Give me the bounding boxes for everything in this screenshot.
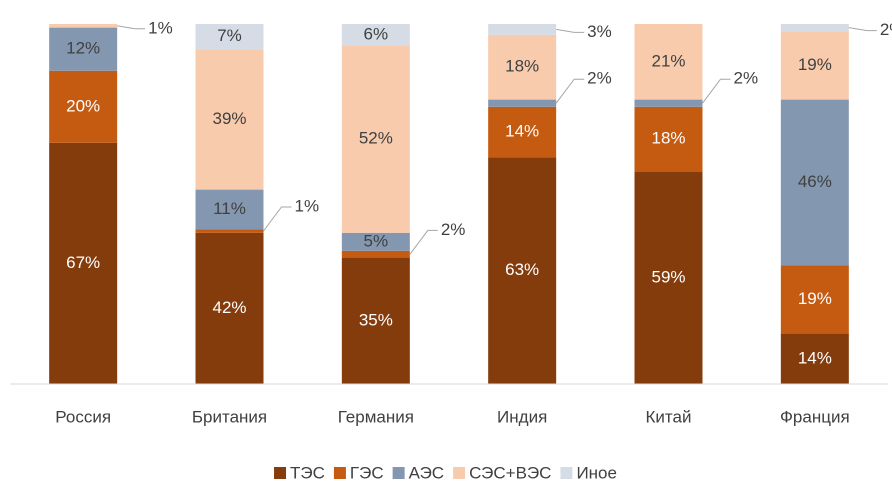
data-label: 21% [651,51,685,70]
legend-label: Иное [576,463,617,482]
bar-segment [341,232,410,251]
bar-segment [488,106,557,158]
bar-segment [49,27,118,71]
leader-line [556,28,585,33]
x-tick-label: Франция [780,407,850,426]
bar-segment [488,34,557,100]
data-label: 39% [212,109,246,128]
x-tick-label: Россия [55,407,111,426]
data-label: 7% [217,26,242,45]
bar-segment [780,24,849,32]
data-label: 42% [212,298,246,317]
data-label: 18% [505,57,539,76]
x-tick-label: Германия [338,407,414,426]
data-label: 14% [798,348,832,367]
data-label: 63% [505,260,539,279]
data-label: 59% [651,267,685,286]
data-label: 1% [295,196,320,215]
legend-swatch [392,467,405,479]
leader-line [702,78,731,104]
data-label: 2% [734,69,759,88]
data-label: 14% [505,121,539,140]
data-label: 46% [798,172,832,191]
data-label: 11% [213,199,246,218]
data-label: 6% [364,24,389,43]
leader-line [555,78,585,104]
data-label: 1% [148,18,173,37]
bar-segment [195,49,264,190]
bar-segment [488,99,557,107]
legend-swatch [333,467,346,479]
data-label: 2% [441,220,466,239]
bar-segment [341,24,410,46]
bar-segment [634,171,703,384]
data-label: 2% [880,20,892,39]
bar-segment [488,24,557,35]
legend-swatch [274,467,287,479]
data-label: 52% [359,129,393,148]
data-label: 5% [364,231,389,250]
legend-label: ГЭС [350,463,384,482]
legend-label: ТЭС [290,463,325,482]
bar-segment [49,142,118,384]
legend-swatch [453,467,466,479]
leader-line [409,229,438,255]
data-label: 12% [66,39,100,58]
bar-segment [488,157,557,384]
bar-segment [341,45,410,233]
data-label: 19% [798,55,832,74]
bar-segment [634,99,703,107]
leader-line [848,27,877,32]
x-tick-label: Индия [497,407,547,426]
data-label: 2% [587,69,612,88]
bar-segment [49,70,118,143]
bar-segment [195,229,264,233]
bar-segment [634,106,703,172]
data-label: 18% [651,129,685,148]
bar-segment [49,24,118,28]
bar-segment [195,232,264,384]
bar-segment [634,24,703,100]
bar-segment [780,333,849,384]
bar-segment [195,24,264,50]
bar-segment [780,99,849,266]
leader-line [117,25,146,30]
x-tick-label: Китай [646,407,692,426]
bar-segment [195,189,264,230]
legend-label: СЭС+ВЭС [469,463,551,482]
legend-label: АЭС [409,463,444,482]
data-label: 3% [587,22,612,41]
data-label: 67% [66,253,100,272]
leader-line [263,206,292,232]
legend-swatch [560,467,573,479]
bar-segment [341,250,410,258]
bar-segment [780,265,849,334]
data-label: 35% [359,310,393,329]
x-tick-label: Британия [192,407,267,426]
bar-segment [341,258,410,384]
data-label: 20% [66,96,100,115]
bar-segment [780,31,849,100]
data-label: 19% [798,289,832,308]
